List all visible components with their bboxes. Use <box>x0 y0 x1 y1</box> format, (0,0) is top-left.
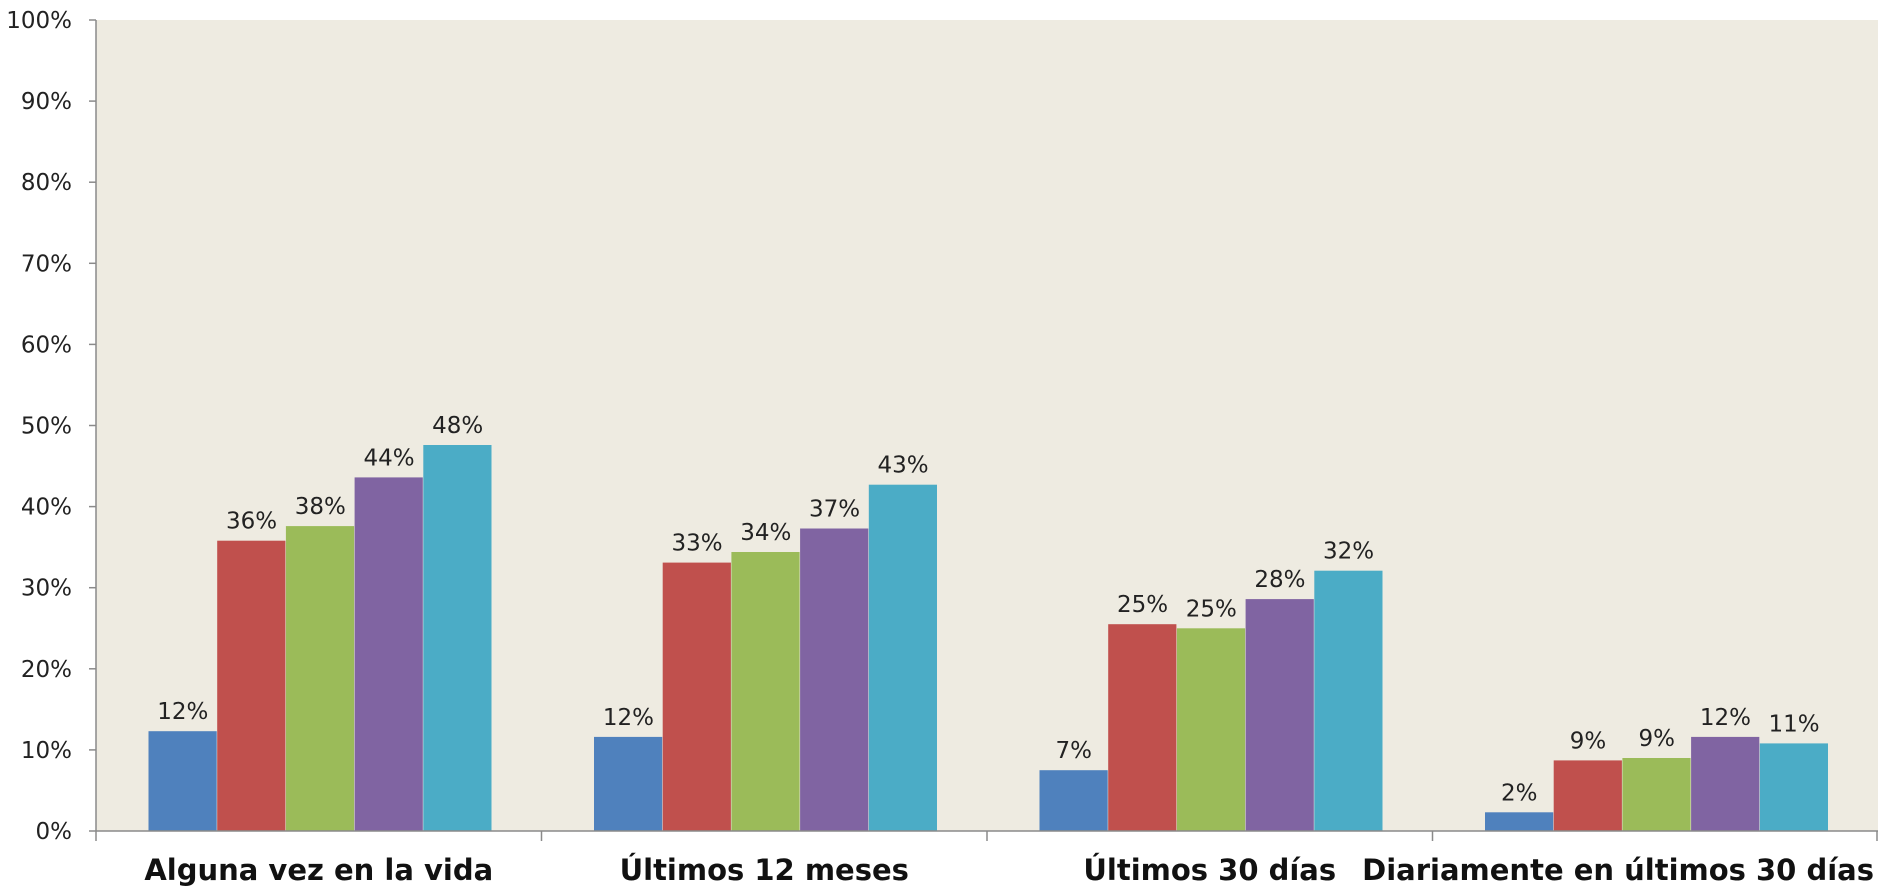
data-labels-group: 12% 36% 38% 44% 48% 12% 33% 34% 37% 43% 7% 25% 25% 28… <box>157 413 1819 806</box>
data-label: 12% <box>1700 705 1751 731</box>
x-tick-label: Alguna vez en la vida <box>144 853 493 887</box>
bar <box>800 528 869 831</box>
y-tick-label: 60% <box>21 332 72 358</box>
bar <box>662 562 731 831</box>
bar <box>1108 624 1177 831</box>
bar <box>423 445 492 831</box>
y-tick-label: 80% <box>21 170 72 196</box>
data-label: 32% <box>1323 539 1374 565</box>
data-label: 37% <box>809 497 860 523</box>
x-tick-label: Últimos 30 días <box>1083 853 1336 887</box>
bar <box>594 736 663 831</box>
bar <box>1485 812 1554 831</box>
data-label: 43% <box>878 453 929 479</box>
y-tick-label: 10% <box>21 738 72 764</box>
data-label: 28% <box>1254 567 1305 593</box>
data-label: 2% <box>1501 780 1538 806</box>
x-tick-label: Últimos 12 meses <box>620 853 909 887</box>
x-tick-label: Diariamente en últimos 30 días <box>1362 853 1874 887</box>
y-tick-label: 90% <box>21 89 72 115</box>
data-label: 9% <box>1570 728 1607 754</box>
y-tick-label: 100% <box>6 8 72 34</box>
data-label: 25% <box>1186 596 1237 622</box>
y-tick-label: 30% <box>21 576 72 602</box>
y-tick-label: 40% <box>21 495 72 521</box>
data-label: 12% <box>603 705 654 731</box>
data-label: 48% <box>432 413 483 439</box>
bar <box>1553 760 1622 831</box>
data-label: 7% <box>1056 738 1093 764</box>
y-tick-label: 50% <box>21 414 72 440</box>
bar <box>1691 736 1760 831</box>
bar <box>1039 770 1108 831</box>
bar <box>285 526 355 831</box>
bar <box>1314 570 1383 831</box>
bar <box>1759 743 1828 831</box>
bar <box>868 484 937 831</box>
y-tick-label: 20% <box>21 657 72 683</box>
bar <box>148 731 217 831</box>
y-tick-label: 70% <box>21 251 72 277</box>
data-label: 33% <box>672 531 723 557</box>
y-tick-label: 0% <box>36 819 73 845</box>
data-label: 9% <box>1639 726 1676 752</box>
data-label: 34% <box>740 520 791 546</box>
bar <box>1176 628 1246 832</box>
data-label: 38% <box>295 494 346 520</box>
data-label: 12% <box>157 699 208 725</box>
data-label: 11% <box>1769 711 1820 737</box>
bar <box>731 552 800 831</box>
bars-group <box>148 445 1828 832</box>
data-label: 25% <box>1117 592 1168 618</box>
bar <box>1245 599 1314 831</box>
data-label: 44% <box>363 445 414 471</box>
axes-group: 0% 10% 20% 30% 40% 50% 60% 70% 80% 90% 100% Alguna … <box>6 8 1878 887</box>
bar <box>1622 758 1691 831</box>
bar <box>354 477 423 831</box>
bar <box>217 540 286 831</box>
data-label: 36% <box>226 509 277 535</box>
